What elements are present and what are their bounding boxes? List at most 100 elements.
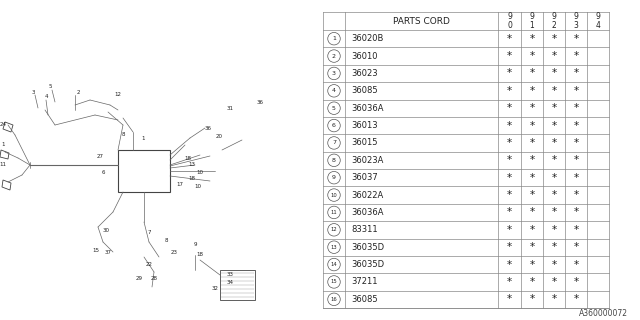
Text: *: * [529, 173, 534, 183]
Text: *: * [507, 103, 512, 113]
Text: 36: 36 [257, 100, 264, 105]
Text: *: * [507, 294, 512, 304]
Text: 9
2: 9 2 [552, 12, 556, 30]
Text: 10: 10 [195, 185, 202, 189]
Text: PARTS CORD: PARTS CORD [393, 17, 450, 26]
Text: *: * [573, 277, 579, 287]
Text: *: * [552, 155, 557, 165]
Text: *: * [573, 68, 579, 78]
Text: *: * [552, 51, 557, 61]
Text: *: * [552, 225, 557, 235]
Text: *: * [507, 121, 512, 131]
Text: 83311: 83311 [351, 225, 378, 234]
Text: 8: 8 [121, 132, 125, 138]
Text: 13: 13 [189, 163, 195, 167]
Text: 7: 7 [332, 140, 336, 145]
Text: *: * [529, 225, 534, 235]
Text: 5: 5 [332, 106, 336, 111]
Text: *: * [552, 86, 557, 96]
Text: 36085: 36085 [351, 295, 378, 304]
Text: *: * [529, 138, 534, 148]
Text: 2: 2 [332, 53, 336, 59]
Text: 36085: 36085 [351, 86, 378, 95]
Text: 18: 18 [189, 175, 195, 180]
Text: 3: 3 [31, 90, 35, 94]
Text: *: * [552, 190, 557, 200]
Text: 36037: 36037 [351, 173, 378, 182]
Text: *: * [507, 86, 512, 96]
Text: A360000072: A360000072 [579, 309, 628, 318]
Text: 9: 9 [193, 243, 196, 247]
Text: *: * [573, 155, 579, 165]
Text: 36022A: 36022A [351, 191, 383, 200]
Text: 13: 13 [331, 245, 337, 250]
Bar [220, 270, 255, 300]
Text: *: * [573, 34, 579, 44]
Text: 12: 12 [115, 92, 122, 98]
Text: *: * [573, 86, 579, 96]
Text: 1: 1 [141, 135, 145, 140]
Text: 14: 14 [331, 262, 337, 267]
Text: 34: 34 [227, 279, 234, 284]
Text: 9: 9 [332, 175, 336, 180]
Text: *: * [573, 190, 579, 200]
Text: *: * [529, 68, 534, 78]
Text: 2: 2 [76, 90, 80, 94]
Text: 36023A: 36023A [351, 156, 383, 165]
Text: *: * [507, 138, 512, 148]
Text: *: * [507, 190, 512, 200]
Text: *: * [507, 260, 512, 269]
Text: 36013: 36013 [351, 121, 378, 130]
Text: *: * [573, 294, 579, 304]
Text: 12: 12 [331, 227, 337, 232]
Text: 36020B: 36020B [351, 34, 383, 43]
Text: 37: 37 [104, 251, 111, 255]
Text: *: * [573, 103, 579, 113]
Text: *: * [552, 34, 557, 44]
Text: *: * [573, 121, 579, 131]
Text: 36010: 36010 [351, 52, 378, 60]
Text: 11: 11 [0, 163, 6, 167]
Text: 36015: 36015 [351, 139, 378, 148]
Text: 36035D: 36035D [351, 260, 384, 269]
Text: 37211: 37211 [351, 277, 378, 286]
Text: 36036A: 36036A [351, 208, 383, 217]
Bar [118, 150, 170, 192]
Text: *: * [529, 190, 534, 200]
Text: 24: 24 [0, 123, 6, 127]
Text: 10: 10 [331, 193, 337, 197]
Text: 10: 10 [196, 170, 204, 174]
Text: 6: 6 [332, 123, 336, 128]
Text: *: * [573, 260, 579, 269]
Text: *: * [529, 294, 534, 304]
Text: 36035D: 36035D [351, 243, 384, 252]
Text: *: * [507, 242, 512, 252]
Text: 11: 11 [331, 210, 337, 215]
Text: *: * [552, 121, 557, 131]
Text: *: * [573, 225, 579, 235]
Text: 31: 31 [227, 106, 234, 110]
Text: 6: 6 [101, 170, 105, 174]
Text: *: * [552, 260, 557, 269]
Text: 33: 33 [227, 273, 234, 277]
Text: *: * [573, 51, 579, 61]
Text: *: * [529, 155, 534, 165]
Text: 36023: 36023 [351, 69, 378, 78]
Text: 23: 23 [170, 250, 177, 254]
Text: *: * [507, 173, 512, 183]
Text: 1: 1 [332, 36, 336, 41]
Text: *: * [552, 103, 557, 113]
Text: 18: 18 [196, 252, 204, 258]
Text: 28: 28 [150, 276, 157, 281]
Text: 4: 4 [44, 94, 48, 100]
Text: *: * [552, 294, 557, 304]
Text: 7: 7 [147, 229, 151, 235]
Text: 30: 30 [102, 228, 109, 233]
Text: *: * [552, 138, 557, 148]
Text: 17: 17 [177, 182, 184, 188]
Text: 20: 20 [216, 134, 223, 140]
Text: *: * [507, 68, 512, 78]
Text: 4: 4 [332, 88, 336, 93]
Text: 36: 36 [205, 125, 211, 131]
Text: 1: 1 [1, 142, 4, 148]
